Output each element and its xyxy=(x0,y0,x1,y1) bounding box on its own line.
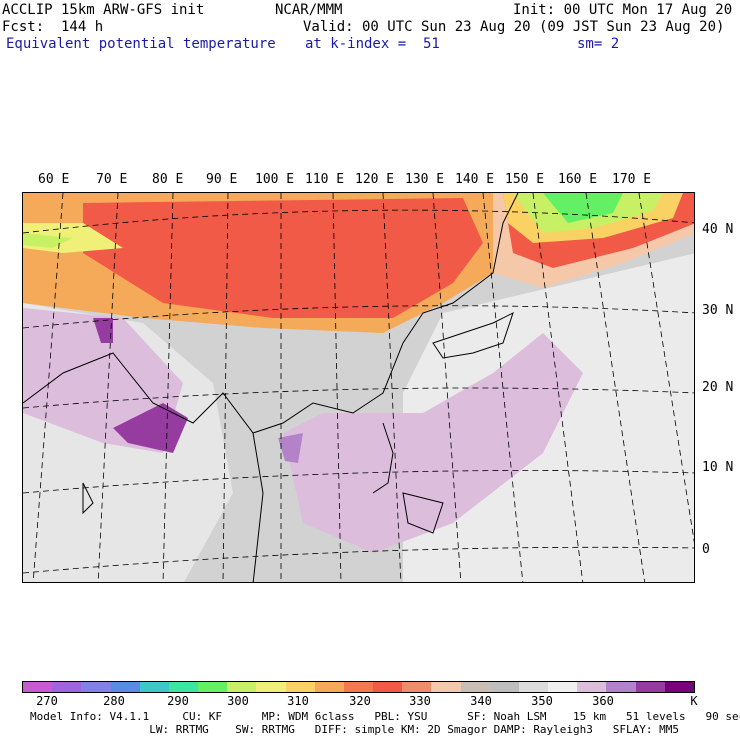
colorbar-swatch xyxy=(606,682,636,692)
coastlines xyxy=(23,193,519,582)
lat-label-10n: 10 N xyxy=(702,460,734,475)
colorbar-swatch xyxy=(489,682,519,692)
colorbar-label: 360 xyxy=(592,694,614,708)
org-label: NCAR/MMM xyxy=(275,2,343,18)
lon-label-130e: 130 E xyxy=(405,172,445,187)
model-info-line1: Model Info: V4.1.1 CU: KF MP: WDM 6class… xyxy=(30,710,740,723)
colorbar xyxy=(22,681,695,693)
colorbar-swatch xyxy=(227,682,257,692)
colorbar-swatch xyxy=(110,682,140,692)
forecast-hour: Fcst: 144 h xyxy=(2,19,104,35)
warm-band-red xyxy=(83,198,483,318)
ne-band-green xyxy=(543,193,623,223)
colorbar-label: 290 xyxy=(167,694,189,708)
colorbar-swatch xyxy=(139,682,169,692)
colorbar-label: 280 xyxy=(103,694,125,708)
lon-label-120e: 120 E xyxy=(355,172,395,187)
lon-label-60e: 60 E xyxy=(38,172,70,187)
colorbar-swatch xyxy=(168,682,199,692)
colorbar-swatch xyxy=(402,682,432,692)
theta-e-map xyxy=(23,193,694,582)
model-info-line2: LW: RRTMG SW: RRTMG DIFF: simple KM: 2D … xyxy=(30,723,680,736)
colorbar-swatch xyxy=(548,682,578,692)
lon-label-100e: 100 E xyxy=(255,172,295,187)
colorbar-swatch xyxy=(431,682,461,692)
colorbar-label: 350 xyxy=(531,694,553,708)
colorbar-swatch xyxy=(577,682,607,692)
colorbar-swatch xyxy=(285,682,315,692)
colorbar-swatch xyxy=(198,682,228,692)
colorbar-label: 320 xyxy=(349,694,371,708)
init-time: Init: 00 UTC Mon 17 Aug 20 xyxy=(513,2,733,18)
colorbar-label: 310 xyxy=(287,694,309,708)
field-name: Equivalent potential temperature xyxy=(6,36,276,52)
colorbar-label: 300 xyxy=(227,694,249,708)
lon-label-80e: 80 E xyxy=(152,172,184,187)
graticule xyxy=(23,193,694,582)
map-panel xyxy=(22,192,695,583)
model-title: ACCLIP 15km ARW-GFS init xyxy=(2,2,205,18)
lat-label-30n: 30 N xyxy=(702,303,734,318)
lon-label-170e: 170 E xyxy=(612,172,652,187)
colorbar-swatch xyxy=(664,682,694,692)
theta-e-max-south-china-sea xyxy=(278,433,303,463)
lon-label-110e: 110 E xyxy=(305,172,345,187)
colorbar-swatch xyxy=(23,682,53,692)
valid-time: Valid: 00 UTC Sun 23 Aug 20 (09 JST Sun … xyxy=(303,19,725,35)
theta-e-max-northindia xyxy=(93,318,113,343)
colorbar-swatch xyxy=(460,682,490,692)
colorbar-label: 330 xyxy=(409,694,431,708)
warm-band-green-west xyxy=(23,233,73,248)
colorbar-swatch xyxy=(343,682,374,692)
theta-e-max-bay-of-bengal xyxy=(113,403,188,453)
lon-label-150e: 150 E xyxy=(505,172,545,187)
colorbar-swatch xyxy=(256,682,286,692)
colorbar-unit: K xyxy=(690,694,698,708)
colorbar-swatch xyxy=(52,682,82,692)
lon-label-70e: 70 E xyxy=(96,172,128,187)
lon-label-160e: 160 E xyxy=(558,172,598,187)
colorbar-swatch xyxy=(81,682,111,692)
lat-label-40n: 40 N xyxy=(702,222,734,237)
colorbar-swatch xyxy=(314,682,344,692)
lon-label-90e: 90 E xyxy=(206,172,238,187)
smoothing-label: sm= 2 xyxy=(577,36,620,52)
colorbar-label: 270 xyxy=(36,694,58,708)
lon-label-140e: 140 E xyxy=(455,172,495,187)
colorbar-label: 340 xyxy=(470,694,492,708)
lat-label-0: 0 xyxy=(702,542,710,557)
level-label: at k-index = 51 xyxy=(305,36,440,52)
lat-label-20n: 20 N xyxy=(702,380,734,395)
colorbar-swatch xyxy=(373,682,403,692)
colorbar-swatch xyxy=(518,682,549,692)
colorbar-swatch xyxy=(635,682,665,692)
